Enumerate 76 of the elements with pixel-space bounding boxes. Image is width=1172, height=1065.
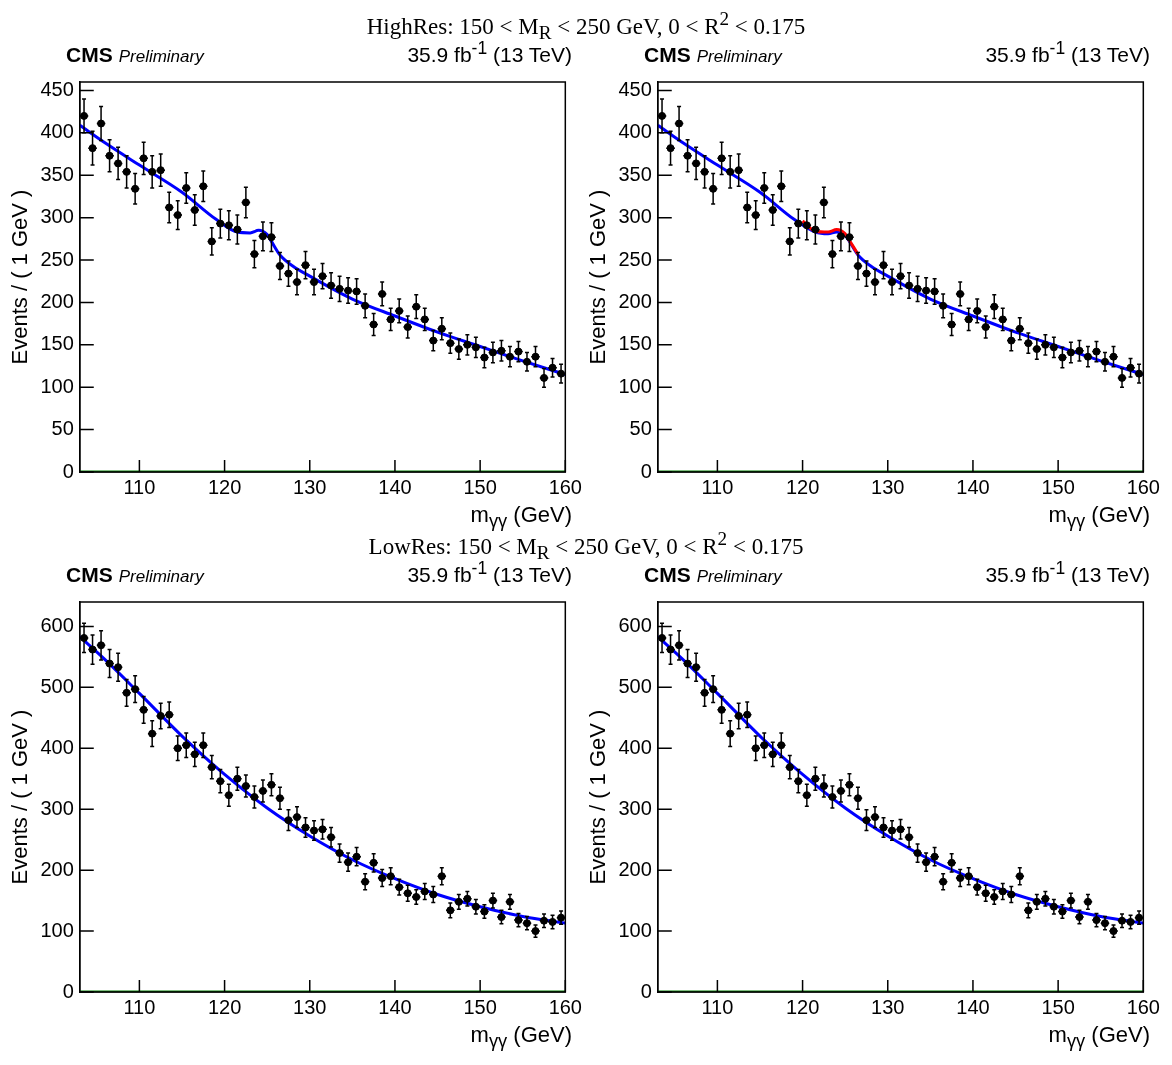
y-tick-label: 0 — [640, 459, 652, 482]
x-tick-label: 160 — [548, 995, 582, 1018]
y-tick-label: 600 — [40, 613, 74, 636]
y-tick-label: 250 — [40, 247, 74, 270]
text: Preliminary — [696, 47, 782, 67]
y-tick-label: 50 — [51, 417, 74, 440]
y-tick-label: 0 — [62, 459, 74, 482]
x-tick-label: 150 — [463, 995, 497, 1018]
x-tick-label: 120 — [207, 475, 242, 498]
x-tick-label: 160 — [1126, 995, 1160, 1018]
text: CMS — [66, 43, 113, 67]
x-tick-label: 120 — [207, 995, 242, 1018]
x-tick-label: 140 — [378, 995, 412, 1018]
y-tick-label: 0 — [62, 979, 74, 1002]
x-tick-label: 120 — [785, 995, 820, 1018]
x-tick-label: 160 — [548, 475, 582, 498]
y-tick-label: 400 — [40, 120, 74, 143]
y-tick-label: 300 — [40, 796, 74, 819]
y-tick-label: 100 — [618, 918, 652, 941]
y-tick-label: 350 — [40, 162, 74, 185]
y-tick-label: 200 — [618, 289, 652, 312]
text: CMS — [644, 563, 691, 587]
x-tick-label: 150 — [463, 475, 497, 498]
text: Preliminary — [696, 567, 782, 587]
x-tick-label: 130 — [871, 995, 905, 1018]
y-tick-label: 400 — [618, 120, 652, 143]
text: Preliminary — [118, 47, 204, 67]
y-tick-label: 200 — [40, 289, 74, 312]
y-tick-label: 150 — [40, 332, 74, 355]
y-tick-label: 200 — [40, 857, 74, 880]
x-tick-label: 110 — [701, 475, 734, 498]
x-tick-label: 140 — [378, 475, 412, 498]
y-tick-label: 500 — [40, 674, 74, 697]
y-tick-label: 350 — [618, 162, 652, 185]
text: 35.9 fb$^{-1}$ (13 TeV) — [407, 558, 572, 587]
x-tick-label: 140 — [956, 995, 990, 1018]
x-tick-label: 150 — [1041, 475, 1075, 498]
text: 35.9 fb$^{-1}$ (13 TeV) — [985, 558, 1150, 587]
x-axis-title: m$_{γγ}$ (GeV) — [469, 1022, 573, 1052]
y-tick-label: 300 — [618, 796, 652, 819]
y-axis-title: Events / ( 1 GeV ) — [585, 189, 611, 365]
y-tick-label: 300 — [618, 205, 652, 228]
x-tick-label: 160 — [1126, 475, 1160, 498]
x-tick-label: 110 — [123, 995, 156, 1018]
y-tick-label: 150 — [618, 332, 652, 355]
y-tick-label: 450 — [618, 77, 652, 100]
x-tick-label: 110 — [123, 475, 156, 498]
x-tick-label: 150 — [1041, 995, 1075, 1018]
x-tick-label: 140 — [956, 475, 990, 498]
y-axis-title: Events / ( 1 GeV ) — [7, 189, 33, 365]
y-axis-title: Events / ( 1 GeV ) — [585, 709, 611, 885]
text: CMS — [644, 43, 691, 67]
x-axis-title: m$_{γγ}$ (GeV) — [1047, 1022, 1151, 1052]
text: 35.9 fb$^{-1}$ (13 TeV) — [985, 38, 1150, 67]
y-tick-label: 0 — [640, 979, 652, 1002]
y-tick-label: 400 — [618, 735, 652, 758]
y-tick-label: 50 — [629, 417, 652, 440]
x-tick-label: 130 — [293, 475, 327, 498]
y-tick-label: 100 — [40, 374, 74, 397]
y-tick-label: 250 — [618, 247, 652, 270]
y-axis-title: Events / ( 1 GeV ) — [7, 709, 33, 885]
y-tick-label: 450 — [40, 77, 74, 100]
x-tick-label: 120 — [785, 475, 820, 498]
y-tick-label: 300 — [40, 205, 74, 228]
x-tick-label: 130 — [871, 475, 905, 498]
y-tick-label: 100 — [40, 918, 74, 941]
x-tick-label: 110 — [701, 995, 734, 1018]
y-tick-label: 100 — [618, 374, 652, 397]
x-tick-label: 130 — [293, 995, 327, 1018]
y-tick-label: 500 — [618, 674, 652, 697]
text: Preliminary — [118, 567, 204, 587]
y-tick-label: 200 — [618, 857, 652, 880]
text: CMS — [66, 563, 113, 587]
y-tick-label: 600 — [618, 613, 652, 636]
x-axis-title: m$_{γγ}$ (GeV) — [1047, 502, 1151, 532]
y-tick-label: 400 — [40, 735, 74, 758]
